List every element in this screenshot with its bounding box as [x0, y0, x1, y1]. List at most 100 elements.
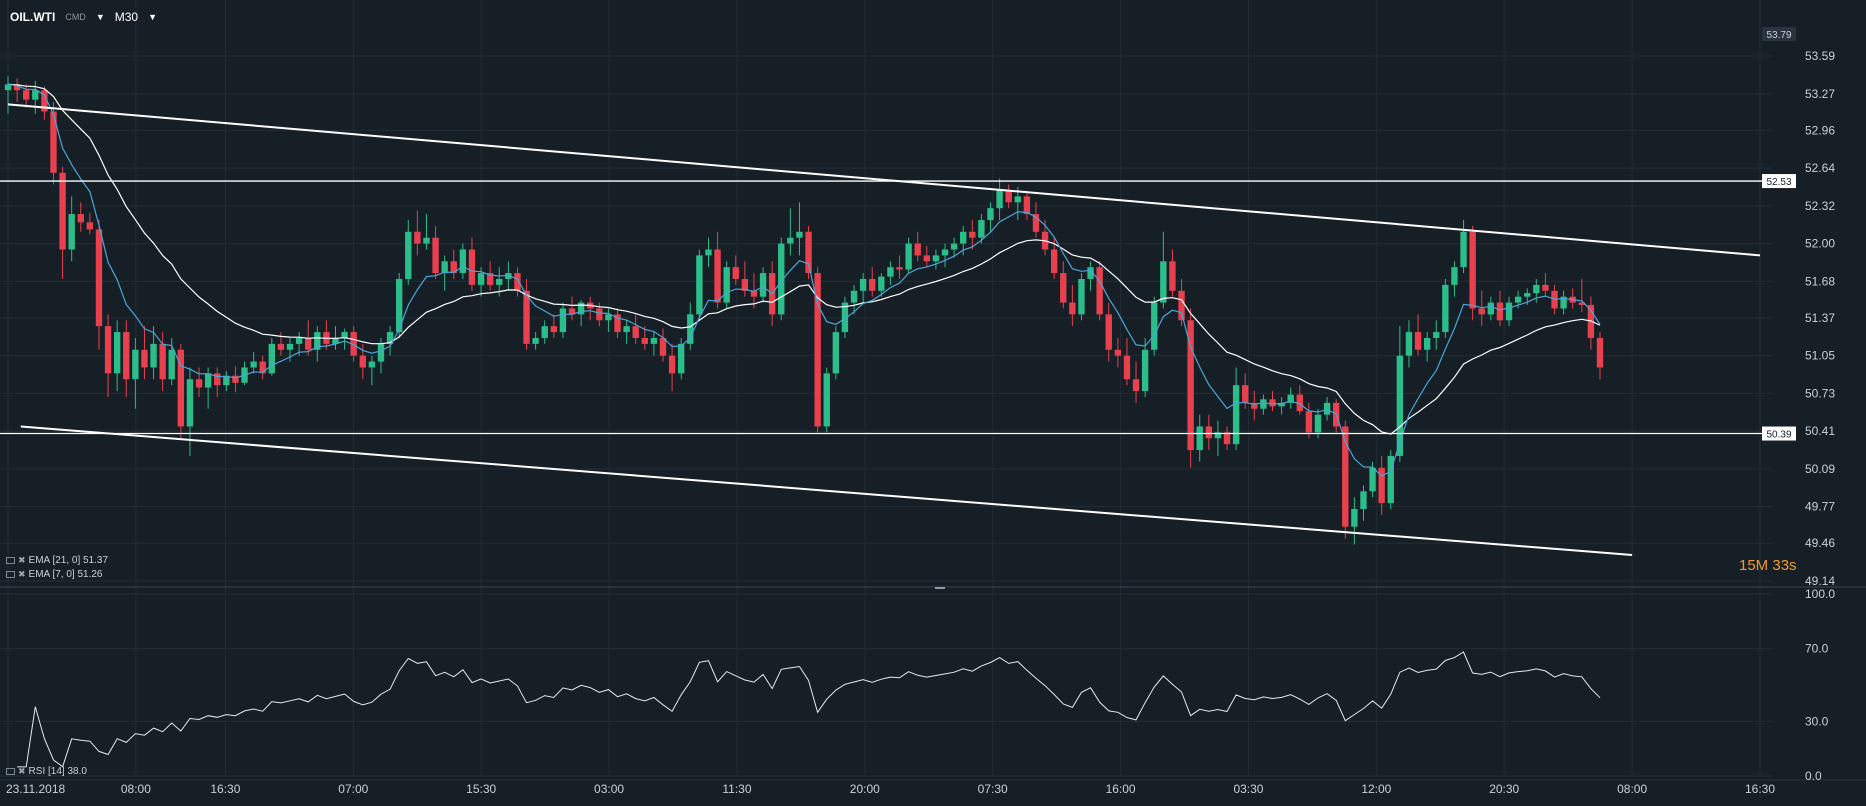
trendline[interactable]: [7, 103, 1761, 257]
candle-body[interactable]: [732, 267, 739, 279]
timeframe-selector[interactable]: M30: [114, 10, 139, 24]
ema21-line[interactable]: [7, 83, 1601, 435]
candle-body[interactable]: [1050, 249, 1058, 274]
candle-body[interactable]: [605, 314, 612, 321]
candle-body[interactable]: [277, 343, 285, 350]
candle-body[interactable]: [859, 278, 867, 291]
candle-body[interactable]: [368, 361, 376, 368]
candle-body[interactable]: [1369, 467, 1376, 492]
candle-body[interactable]: [969, 231, 976, 238]
candle-body[interactable]: [950, 243, 958, 250]
candle-body[interactable]: [4, 84, 12, 91]
candle-body[interactable]: [141, 349, 148, 368]
candle-body[interactable]: [1296, 394, 1303, 412]
candle-body[interactable]: [1524, 293, 1531, 297]
candle-body[interactable]: [823, 373, 830, 427]
candle-body[interactable]: [132, 349, 139, 380]
candle-body[interactable]: [468, 249, 476, 285]
candle-body[interactable]: [1214, 432, 1222, 439]
candle-body[interactable]: [432, 237, 439, 274]
candle-body[interactable]: [978, 219, 985, 238]
candle-body[interactable]: [1542, 284, 1549, 291]
candle-body[interactable]: [1505, 302, 1513, 321]
candle-body[interactable]: [159, 343, 166, 380]
candle-body[interactable]: [678, 343, 685, 374]
candle-body[interactable]: [441, 261, 448, 274]
candle-body[interactable]: [905, 243, 912, 270]
candle-body[interactable]: [650, 337, 658, 344]
candle-body[interactable]: [395, 278, 403, 333]
candle-body[interactable]: [1151, 302, 1158, 350]
candle-body[interactable]: [1123, 355, 1131, 380]
rsi-legend[interactable]: ✖ RSI [14] 38.0: [6, 766, 87, 777]
candle-body[interactable]: [1287, 394, 1294, 403]
candle-body[interactable]: [514, 273, 521, 291]
ema7-line[interactable]: [7, 83, 1601, 477]
candle-body[interactable]: [523, 290, 530, 344]
timeframe-dropdown-icon[interactable]: ▼: [148, 12, 158, 22]
rsi-line[interactable]: [17, 651, 1601, 768]
candle-body[interactable]: [259, 361, 266, 374]
candle-body[interactable]: [850, 290, 858, 303]
candle-body[interactable]: [414, 231, 421, 244]
candle-body[interactable]: [477, 273, 485, 285]
candle-body[interactable]: [350, 332, 357, 356]
candle-body[interactable]: [1487, 302, 1495, 315]
candle-body[interactable]: [295, 337, 303, 344]
candle-body[interactable]: [659, 337, 667, 356]
candle-body[interactable]: [1378, 467, 1385, 504]
candle-body[interactable]: [1433, 332, 1440, 338]
candle-body[interactable]: [150, 343, 157, 368]
candle-body[interactable]: [1023, 196, 1031, 215]
candle-body[interactable]: [1069, 302, 1076, 315]
settings-icon[interactable]: [6, 557, 15, 564]
candle-body[interactable]: [532, 337, 539, 344]
symbol-label[interactable]: OIL.WTI: [10, 10, 56, 24]
candle-body[interactable]: [614, 314, 621, 333]
candle-body[interactable]: [1305, 411, 1313, 433]
candle-body[interactable]: [1260, 399, 1267, 409]
candle-body[interactable]: [1196, 426, 1203, 451]
candle-body[interactable]: [887, 267, 894, 277]
candle-body[interactable]: [86, 222, 94, 230]
candle-body[interactable]: [1160, 261, 1167, 303]
candle-body[interactable]: [496, 278, 503, 285]
candle-body[interactable]: [250, 361, 257, 368]
candle-body[interactable]: [1187, 320, 1194, 451]
trendline[interactable]: [20, 425, 1633, 557]
candle-body[interactable]: [987, 208, 994, 220]
candle-body[interactable]: [204, 373, 212, 388]
candle-body[interactable]: [50, 111, 57, 173]
candle-body[interactable]: [113, 332, 121, 374]
candle-body[interactable]: [1005, 190, 1012, 203]
candle-body[interactable]: [214, 373, 221, 386]
candle-body[interactable]: [705, 249, 712, 256]
candle-body[interactable]: [668, 355, 676, 374]
candle-body[interactable]: [750, 290, 758, 297]
candle-body[interactable]: [696, 255, 703, 315]
candle-body[interactable]: [869, 278, 876, 291]
candle-body[interactable]: [314, 332, 321, 350]
close-icon[interactable]: ✖: [18, 555, 26, 565]
candle-body[interactable]: [778, 243, 785, 315]
candle-body[interactable]: [741, 278, 749, 291]
candle-body[interactable]: [405, 231, 412, 279]
candle-body[interactable]: [832, 332, 840, 374]
candle-body[interactable]: [332, 337, 339, 344]
candle-body[interactable]: [104, 326, 112, 374]
candle-body[interactable]: [1014, 196, 1021, 203]
candle-body[interactable]: [814, 273, 821, 427]
candle-body[interactable]: [505, 273, 512, 279]
candle-body[interactable]: [1387, 455, 1394, 504]
candle-body[interactable]: [1232, 385, 1240, 445]
candle-body[interactable]: [1578, 302, 1585, 305]
candle-body[interactable]: [1560, 296, 1567, 309]
candle-body[interactable]: [1314, 414, 1322, 433]
candle-body[interactable]: [486, 273, 494, 285]
candle-body[interactable]: [1533, 284, 1540, 294]
candle-body[interactable]: [1114, 349, 1122, 356]
candle-body[interactable]: [41, 90, 48, 112]
candle-body[interactable]: [1269, 399, 1276, 407]
settings-icon[interactable]: [6, 768, 15, 775]
